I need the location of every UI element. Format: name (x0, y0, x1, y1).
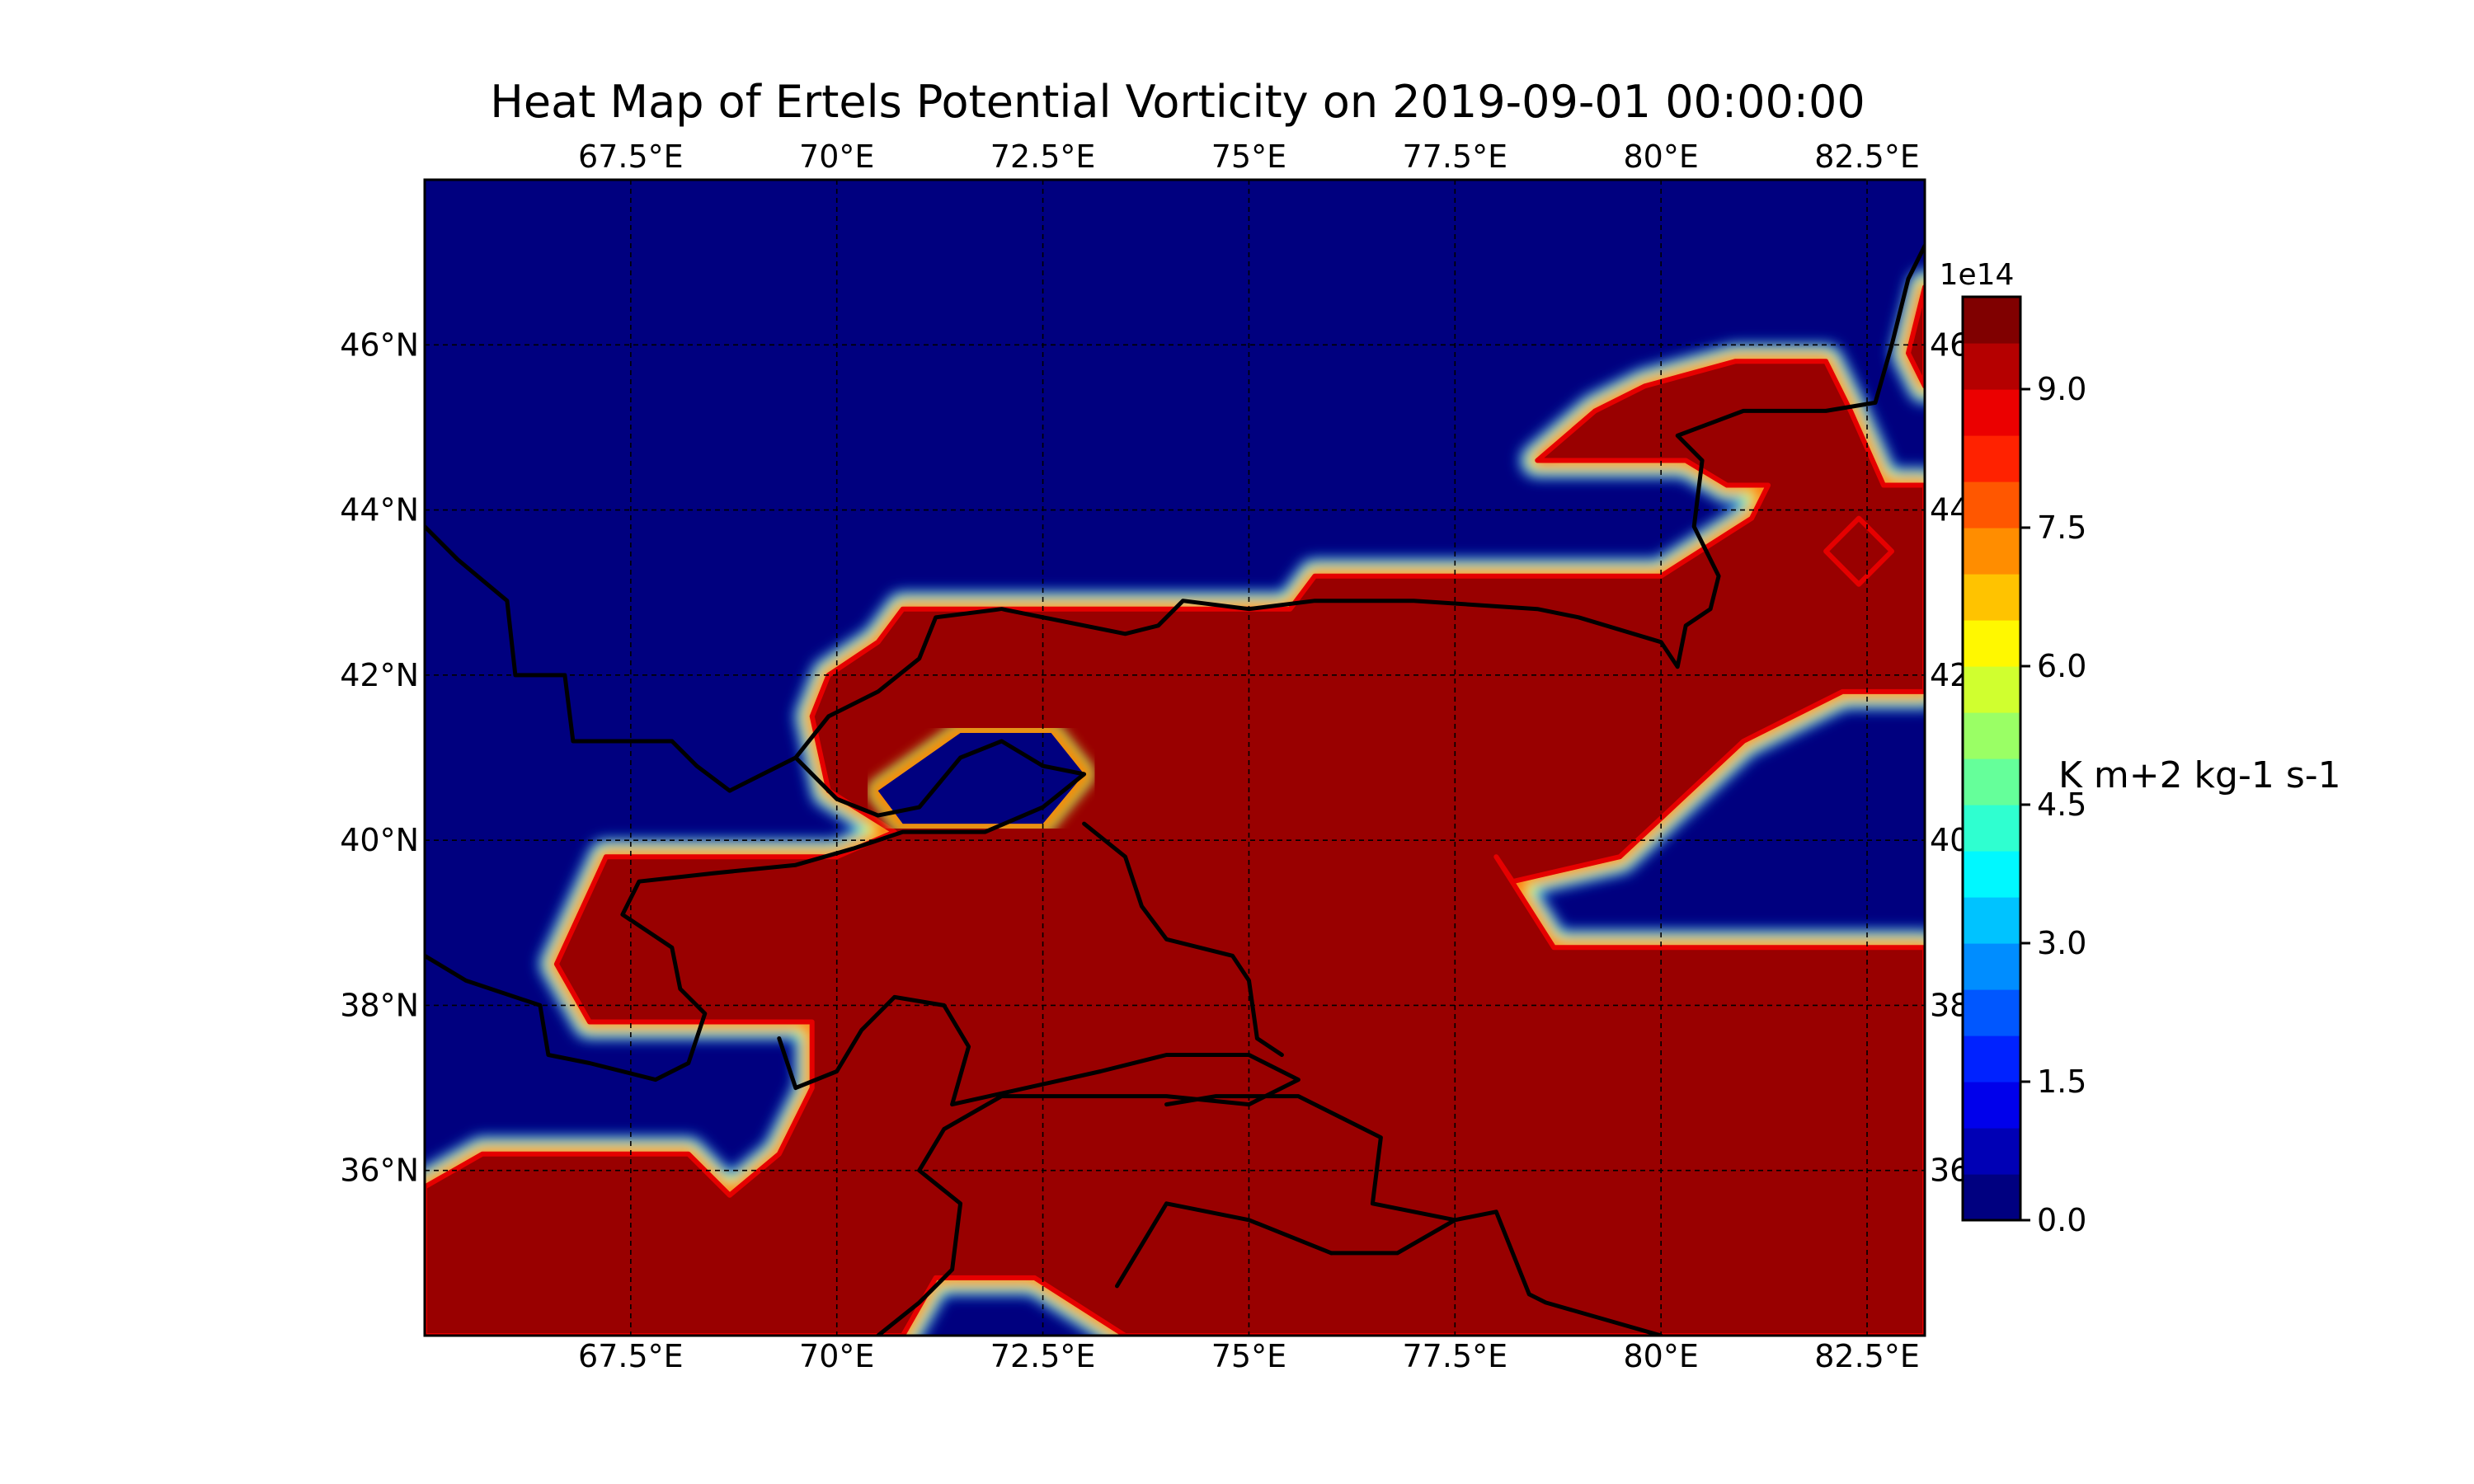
field-high-region (425, 359, 1925, 1336)
country-border (1329, 1218, 1457, 1256)
country-borders (425, 243, 1925, 1336)
lon-tick-label-bottom: 80°E (1623, 1338, 1698, 1374)
colorbar-band (1963, 297, 2020, 344)
country-border (425, 243, 1925, 793)
colorbar-unit-label: K m+2 kg-1 s-1 (2058, 754, 2341, 796)
colorbar-band (1963, 666, 2020, 713)
lon-tick-label-top: 70°E (799, 139, 874, 175)
field-high-region (1823, 515, 1894, 587)
lat-tick-label-left: 40°N (340, 822, 419, 858)
map-title: Heat Map of Ertels Potential Vorticity o… (490, 76, 1865, 128)
colorbar-band (1963, 481, 2020, 528)
colorbar-tick-label: 6.0 (2037, 648, 2086, 684)
lon-tick-label-bottom: 82.5°E (1814, 1338, 1920, 1374)
field-low-region (877, 733, 1084, 824)
country-border (1082, 821, 1284, 1057)
lon-tick-label-bottom: 70°E (799, 1338, 874, 1374)
colorbar-band (1963, 758, 2020, 805)
lat-tick-label-left: 36°N (340, 1153, 419, 1189)
field-high-region (1906, 284, 1925, 389)
colorbar-band (1963, 712, 2020, 759)
lon-tick-label-bottom: 75°E (1211, 1338, 1286, 1374)
lon-tick-label-top: 72.5°E (990, 139, 1096, 175)
country-border (1115, 1201, 1333, 1289)
colorbar-band (1963, 1082, 2020, 1129)
colorbar-exponent: 1e14 (1940, 258, 2015, 292)
colorbar-band (1963, 435, 2020, 482)
lon-tick-label-top: 77.5°E (1403, 139, 1508, 175)
map-frame (423, 178, 1926, 1337)
colorbar-band (1963, 805, 2020, 852)
lat-tick-label-left: 38°N (340, 987, 419, 1023)
lon-tick-label-bottom: 67.5°E (578, 1338, 684, 1374)
gridlines (425, 180, 1925, 1336)
lon-tick-label-bottom: 72.5°E (990, 1338, 1096, 1374)
colorbar-band (1963, 1128, 2020, 1175)
colorbar-tick-label: 0.0 (2037, 1202, 2086, 1238)
colorbar-band (1963, 574, 2020, 621)
colorbar: 0.0 1.5 3.0 4.5 6.0 7.5 9.0 1e14 K m+2 kg-1 s-… (1940, 258, 2341, 1238)
colorbar-tick-label: 9.0 (2037, 371, 2086, 407)
lon-tick-label-top: 67.5°E (578, 139, 684, 175)
colorbar-band (1963, 1036, 2020, 1082)
lon-tick-label-top: 80°E (1623, 139, 1698, 175)
vorticity-field (425, 269, 1925, 1336)
country-border (777, 994, 1300, 1336)
lon-tick-label-top: 82.5°E (1814, 139, 1920, 175)
country-border (1164, 1094, 1663, 1336)
colorbar-tick-label: 3.0 (2037, 925, 2086, 961)
lat-tick-label-left: 42°N (340, 657, 419, 693)
lat-tick-label-left: 46°N (340, 326, 419, 363)
colorbar-band (1963, 989, 2020, 1036)
colorbar-ticks: 0.0 1.5 3.0 4.5 6.0 7.5 9.0 (2020, 371, 2086, 1238)
map-area (425, 180, 1925, 1336)
colorbar-band (1963, 343, 2020, 390)
colorbar-band (1963, 1174, 2020, 1221)
colorbar-band (1963, 943, 2020, 990)
colorbar-bands (1963, 297, 2020, 1221)
lon-tick-label-bottom: 77.5°E (1403, 1338, 1508, 1374)
colorbar-band (1963, 851, 2020, 898)
colorbar-tick-label: 4.5 (2037, 787, 2086, 823)
country-border (425, 739, 1087, 1082)
colorbar-tick-label: 7.5 (2037, 510, 2086, 546)
colorbar-band (1963, 389, 2020, 436)
colorbar-tick-label: 1.5 (2037, 1064, 2086, 1100)
lon-tick-label-top: 75°E (1211, 139, 1286, 175)
colorbar-band (1963, 528, 2020, 575)
colorbar-band (1963, 620, 2020, 667)
lat-tick-label-left: 44°N (340, 492, 419, 528)
colorbar-frame (1961, 295, 2022, 1222)
colorbar-band (1963, 897, 2020, 944)
